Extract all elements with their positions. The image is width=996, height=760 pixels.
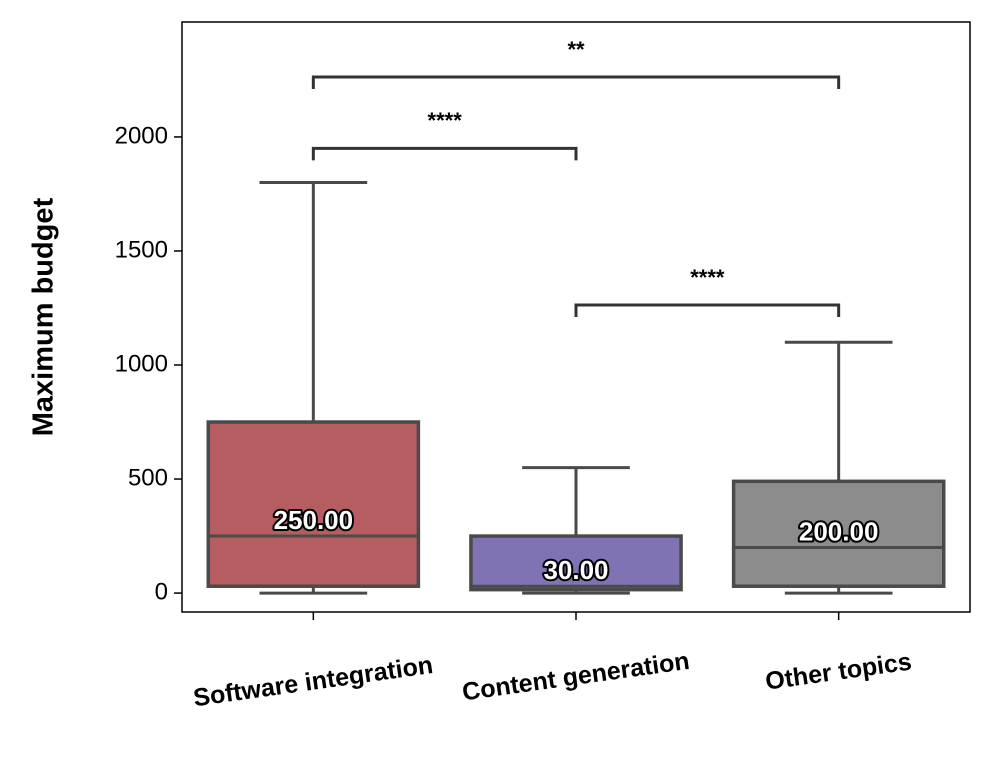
y-tick-label: 0 [155,578,168,605]
x-tick-label: Content generation [460,647,691,707]
box [469,534,683,592]
box [731,479,946,588]
significance-label: ** [567,37,585,62]
y-tick-label: 500 [128,464,168,491]
significance-label: **** [690,265,725,290]
y-tick-label: 1000 [115,350,168,377]
x-tick-label: Software integration [192,651,435,712]
y-tick-label: 2000 [115,122,168,149]
y-axis-label: Maximum budget [28,197,60,436]
significance-bracket [311,146,578,161]
median-label: 250.00 [274,505,354,535]
x-tick-label: Other topics [764,648,914,696]
median-label: 30.00 [543,555,608,585]
box [206,420,421,588]
plot-frame [181,21,971,613]
median-label: 200.00 [799,516,879,546]
y-tick-label: 1500 [115,236,168,263]
significance-bracket [574,303,841,318]
significance-bracket [311,75,841,89]
significance-label: **** [428,108,463,133]
